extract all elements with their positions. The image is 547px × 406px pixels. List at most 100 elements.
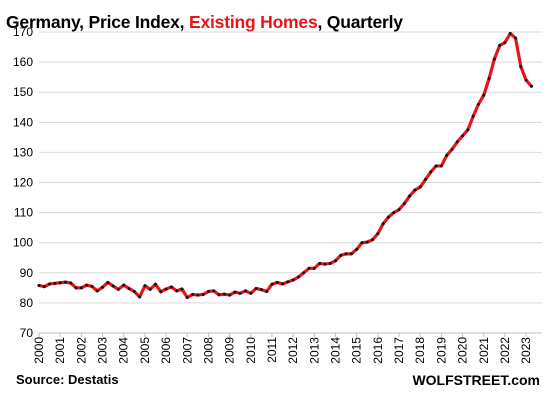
x-tick-label: 2017: [392, 337, 406, 364]
data-point: [296, 275, 300, 279]
data-point: [37, 283, 41, 287]
data-point: [386, 215, 390, 219]
x-tick-label: 2013: [307, 337, 321, 364]
data-point: [95, 289, 99, 293]
data-point: [138, 295, 142, 299]
data-point: [69, 281, 73, 285]
y-tick-label: 130: [13, 145, 33, 159]
x-tick-label: 2004: [117, 337, 131, 364]
data-point: [302, 271, 306, 275]
data-point: [212, 289, 216, 293]
data-point: [201, 292, 205, 296]
data-point: [238, 291, 242, 295]
data-point: [466, 128, 470, 132]
data-point: [392, 211, 396, 215]
data-point: [196, 293, 200, 297]
data-point: [63, 280, 67, 284]
x-axis: 2000 2001 2002 2003 2004 2005 2006 2007 2008 2009…: [32, 332, 542, 364]
data-point: [175, 289, 179, 293]
data-point: [508, 32, 512, 36]
data-point: [360, 241, 364, 245]
data-point: [48, 282, 52, 286]
data-point: [53, 281, 57, 285]
data-point: [249, 291, 253, 295]
x-tick-label: 2005: [138, 337, 152, 364]
y-tick-label: 150: [13, 85, 33, 99]
y-tick-label: 170: [13, 25, 33, 39]
data-point: [111, 284, 115, 288]
data-point: [275, 280, 279, 284]
data-point: [164, 287, 168, 291]
data-point: [101, 285, 105, 289]
y-axis: 70 80 90 100 110 120 130 140 150 160 170: [13, 25, 33, 340]
data-point: [153, 282, 157, 286]
data-point: [445, 153, 449, 157]
data-point: [365, 240, 369, 244]
x-tick-label: 2020: [456, 337, 470, 364]
data-point: [492, 57, 496, 61]
data-point: [270, 282, 274, 286]
x-tick-label: 2002: [74, 337, 88, 364]
y-tick-label: 70: [20, 326, 34, 340]
data-point: [106, 280, 110, 284]
x-tick-label: 2007: [180, 337, 194, 364]
x-tick-label: 2011: [265, 337, 279, 363]
data-point: [376, 232, 380, 236]
data-point: [429, 170, 433, 174]
data-point: [349, 252, 353, 256]
data-point: [74, 286, 78, 290]
data-point: [439, 164, 443, 168]
x-tick-label: 2000: [32, 337, 46, 364]
data-point: [323, 262, 327, 266]
data-point: [217, 293, 221, 297]
data-point: [434, 164, 438, 168]
y-tick-label: 160: [13, 55, 33, 69]
data-point: [132, 289, 136, 293]
data-point: [116, 287, 120, 291]
data-point: [259, 288, 263, 292]
y-tick-label: 80: [20, 296, 34, 310]
data-point: [254, 286, 258, 290]
data-point: [461, 134, 465, 138]
data-point: [42, 285, 46, 289]
data-point: [243, 289, 247, 293]
data-point: [371, 238, 375, 242]
data-point: [344, 252, 348, 256]
title-part-1: Germany, Price Index,: [6, 12, 189, 32]
data-point: [455, 140, 459, 144]
x-tick-label: 2010: [244, 337, 258, 364]
data-point: [127, 286, 131, 290]
data-point: [191, 292, 195, 296]
data-point: [334, 259, 338, 263]
data-point: [408, 194, 412, 198]
data-point: [381, 222, 385, 226]
data-point: [85, 283, 89, 287]
data-point: [498, 44, 502, 48]
x-tick-label: 2023: [519, 337, 533, 364]
data-point: [185, 295, 189, 299]
data-point: [206, 289, 210, 293]
x-tick-label: 2001: [53, 337, 67, 364]
data-point: [180, 287, 184, 291]
y-tick-label: 110: [14, 206, 33, 220]
data-point: [286, 280, 290, 284]
x-tick-label: 2015: [350, 337, 364, 364]
data-point: [503, 41, 507, 45]
data-point: [291, 278, 295, 282]
data-point: [159, 290, 163, 294]
data-series: [37, 31, 534, 300]
data-point: [529, 84, 533, 88]
chart-title: Germany, Price Index, Existing Homes, Qu…: [6, 12, 403, 33]
x-tick-label: 2008: [201, 337, 215, 364]
series-line: [37, 31, 534, 300]
data-point: [90, 284, 94, 288]
y-tick-label: 140: [13, 115, 33, 129]
source-note: Source: Destatis: [16, 372, 119, 387]
y-tick-label: 100: [13, 236, 33, 250]
data-point: [339, 253, 343, 257]
data-point: [413, 188, 417, 192]
data-point: [487, 77, 491, 81]
data-point: [318, 261, 322, 265]
